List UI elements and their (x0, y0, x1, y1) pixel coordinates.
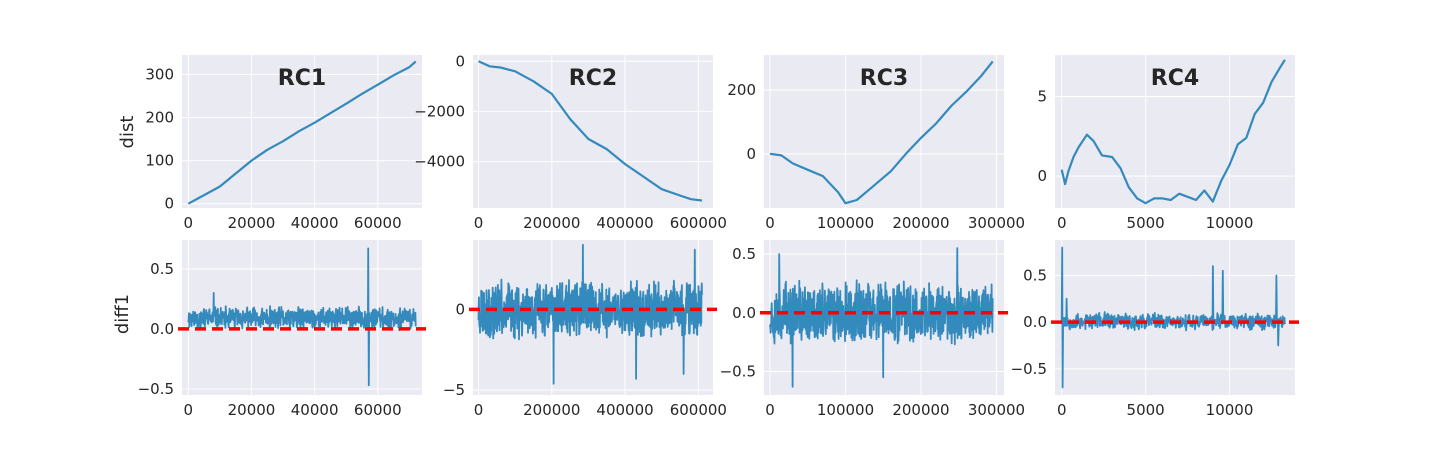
x-tick-label: 5000 (1127, 401, 1165, 419)
x-tick-label: 20000 (228, 401, 276, 419)
x-tick-label: 600000 (670, 401, 727, 419)
y-tick-label: 300 (145, 65, 174, 83)
x-tick-label: 20000 (228, 214, 276, 232)
y-tick-label: 100 (145, 152, 174, 170)
plot-area (473, 55, 713, 208)
y-tick-label: −0.5 (138, 380, 174, 398)
panel-top-1: 0 20000 40000 60000 0 100 200 300 RC1 (145, 55, 422, 232)
panel-bottom-2: 0 200000 400000 600000 −5 0 (443, 240, 727, 419)
x-tick-label: 5000 (1127, 214, 1165, 232)
x-tick-label: 0 (1057, 401, 1067, 419)
y-tick-label: 0.0 (732, 304, 756, 322)
subplot-title: RC1 (278, 66, 326, 91)
panel-bottom-1: 0 20000 40000 60000 −0.5 0.0 0.5 (138, 240, 426, 419)
y-tick-label: −4000 (414, 153, 465, 171)
x-tick-label: 400000 (596, 401, 653, 419)
series-line (187, 60, 417, 205)
x-tick-label: 100000 (817, 214, 874, 232)
x-tick-label: 0 (184, 401, 194, 419)
plot-area (764, 55, 1004, 208)
x-tick-label: 200000 (892, 401, 949, 419)
x-tick-label: 60000 (354, 214, 402, 232)
panel-top-3: 0 100000 200000 300000 0 200 RC3 (727, 55, 1025, 232)
subplot-title: RC3 (860, 66, 908, 91)
y-tick-label: 0 (455, 300, 465, 318)
x-tick-label: 0 (474, 401, 484, 419)
panel-bottom-4: 0 5000 10000 −0.5 0.0 0.5 (1011, 240, 1299, 419)
series-line (478, 60, 703, 202)
x-tick-label: 40000 (291, 401, 339, 419)
x-tick-label: 10000 (1206, 214, 1254, 232)
row-label-bottom: diff1 (112, 294, 133, 334)
panel-bottom-3: 0 100000 200000 300000 −0.5 0.0 0.5 (720, 240, 1025, 419)
x-tick-label: 10000 (1206, 401, 1254, 419)
series-line (769, 60, 994, 205)
row-label-top: dist (117, 116, 138, 149)
x-tick-label: 200000 (892, 214, 949, 232)
subplot-title: RC2 (569, 66, 617, 91)
x-tick-label: 300000 (968, 214, 1025, 232)
x-tick-label: 0 (765, 214, 775, 232)
y-tick-label: 0.0 (1023, 313, 1047, 331)
x-tick-label: 400000 (596, 214, 653, 232)
y-tick-label: 5 (1037, 87, 1047, 105)
series-line (1060, 59, 1286, 205)
x-tick-label: 60000 (354, 401, 402, 419)
panel-top-4: 0 5000 10000 0 5 RC4 (1037, 55, 1295, 232)
plot-area (1055, 55, 1295, 208)
x-tick-label: 0 (1057, 214, 1067, 232)
y-tick-label: 0 (164, 195, 174, 213)
y-tick-label: 0.5 (150, 260, 174, 278)
y-tick-label: −0.5 (720, 363, 756, 381)
plot-area (182, 55, 422, 208)
x-tick-label: 300000 (968, 401, 1025, 419)
y-tick-label: 0.5 (1023, 266, 1047, 284)
y-tick-label: 0.5 (732, 245, 756, 263)
x-tick-label: 0 (474, 214, 484, 232)
x-tick-label: 100000 (817, 401, 874, 419)
x-tick-label: 0 (184, 214, 194, 232)
y-tick-label: 0 (746, 145, 756, 163)
y-tick-label: 0.0 (150, 320, 174, 338)
series-line (769, 247, 994, 388)
x-tick-label: 200000 (523, 214, 580, 232)
y-tick-label: 200 (727, 81, 756, 99)
series-line (187, 247, 417, 387)
panel-top-2: 0 200000 400000 600000 0 −2000 −4000 RC2 (414, 52, 727, 232)
x-tick-label: 0 (765, 401, 775, 419)
y-tick-label: −5 (443, 381, 465, 399)
y-tick-label: −2000 (414, 102, 465, 120)
subplot-title: RC4 (1151, 66, 1199, 91)
x-tick-label: 600000 (670, 214, 727, 232)
y-tick-label: 0 (455, 52, 465, 70)
y-tick-label: 0 (1037, 167, 1047, 185)
x-tick-label: 40000 (291, 214, 339, 232)
y-tick-label: −0.5 (1011, 360, 1047, 378)
y-tick-label: 200 (145, 108, 174, 126)
x-tick-label: 200000 (523, 401, 580, 419)
